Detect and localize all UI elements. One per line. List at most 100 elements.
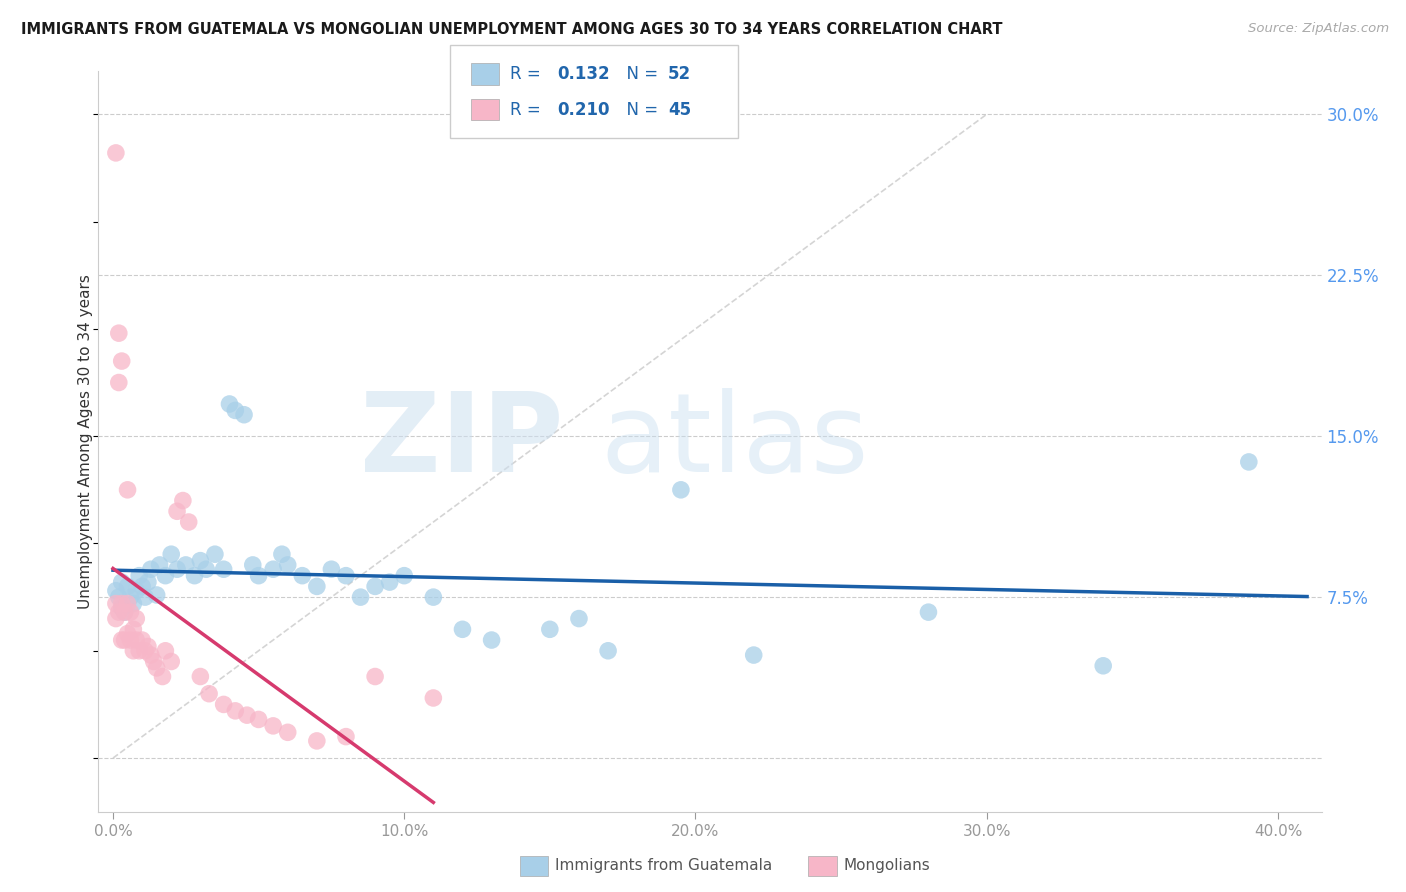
Point [128,568,150,582]
Point [174,558,197,572]
Point [305,579,328,593]
Point [125,583,148,598]
Point [139,562,162,576]
Point [212,562,235,576]
Text: 45: 45 [668,101,690,119]
Point [155,644,177,658]
Point [270,547,294,561]
Point [111,600,134,615]
Point [120,590,142,604]
Point [451,623,474,637]
Point [117,579,139,593]
Point [149,558,172,572]
Point [117,626,139,640]
Text: atlas: atlas [600,388,869,495]
Text: N =: N = [616,65,664,83]
Point [125,633,148,648]
Point [166,504,188,518]
Y-axis label: Unemployment Among Ages 30 to 34 years: Unemployment Among Ages 30 to 34 years [77,274,93,609]
Point [120,605,142,619]
Point [111,597,134,611]
Point [117,597,139,611]
Point [108,376,131,390]
Point [394,568,416,582]
Text: Immigrants from Guatemala: Immigrants from Guatemala [555,858,773,872]
Point [134,590,156,604]
Point [160,547,183,561]
Point [364,579,387,593]
Text: 0.132: 0.132 [557,65,609,83]
Point [166,562,188,576]
Point [108,605,131,619]
Point [277,725,299,739]
Point [122,623,145,637]
Point [349,590,371,604]
Text: Mongolians: Mongolians [844,858,931,872]
Point [262,562,284,576]
Point [1092,658,1115,673]
Text: R =: R = [510,101,547,119]
Point [145,661,167,675]
Point [218,397,240,411]
Point [160,655,183,669]
Text: 52: 52 [668,65,690,83]
Text: IMMIGRANTS FROM GUATEMALA VS MONGOLIAN UNEMPLOYMENT AMONG AGES 30 TO 34 YEARS CO: IMMIGRANTS FROM GUATEMALA VS MONGOLIAN U… [21,22,1002,37]
Point [136,640,159,654]
Text: ZIP: ZIP [360,388,564,495]
Point [598,644,620,658]
Point [111,633,134,648]
Point [188,554,212,568]
Point [128,644,150,658]
Text: N =: N = [616,101,664,119]
Point [111,354,134,368]
Point [212,698,235,712]
Point [291,568,314,582]
Point [131,633,153,648]
Point [242,558,264,572]
Point [198,687,221,701]
Point [104,583,127,598]
Point [104,611,127,625]
Point [917,605,939,619]
Point [117,483,139,497]
Point [111,575,134,590]
Point [172,493,194,508]
Text: Source: ZipAtlas.com: Source: ZipAtlas.com [1249,22,1389,36]
Point [108,326,131,341]
Point [104,597,127,611]
Point [247,713,270,727]
Point [114,633,136,648]
Point [177,515,200,529]
Point [104,145,127,160]
Point [155,568,177,582]
Text: 0.210: 0.210 [557,101,609,119]
Point [538,623,561,637]
Point [125,611,148,625]
Point [364,669,387,683]
Point [422,690,444,705]
Point [122,597,145,611]
Point [122,644,145,658]
Point [422,590,444,604]
Point [742,648,765,662]
Point [195,562,218,576]
Point [139,648,162,662]
Point [114,605,136,619]
Point [568,611,591,625]
Point [142,655,165,669]
Point [136,575,159,590]
Point [204,547,226,561]
Point [131,579,153,593]
Point [1237,455,1260,469]
Point [262,719,284,733]
Text: R =: R = [510,65,547,83]
Point [669,483,692,497]
Point [335,568,357,582]
Point [183,568,205,582]
Point [321,562,343,576]
Point [335,730,357,744]
Point [134,644,156,658]
Point [378,575,401,590]
Point [277,558,299,572]
Point [152,669,174,683]
